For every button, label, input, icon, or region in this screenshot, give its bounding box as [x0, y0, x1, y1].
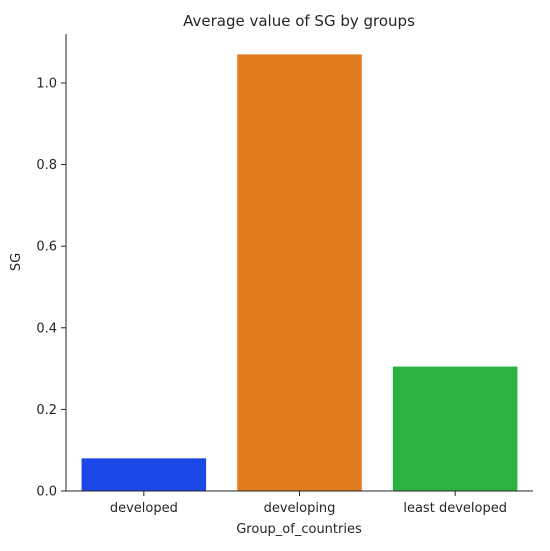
bar-least-developed [392, 366, 518, 491]
x-tick-label: developing [264, 501, 336, 516]
y-axis-title: SG [9, 253, 24, 271]
x-axis-title: Group_of_countries [236, 522, 362, 537]
y-tick-label: 0.6 [36, 240, 57, 255]
bar-developed [81, 458, 207, 491]
x-tick-label: developed [110, 501, 178, 516]
y-tick-label: 0.4 [36, 321, 57, 336]
y-ticks-group: 0.0 0.2 0.4 0.6 0.8 1.0 [36, 76, 66, 500]
y-tick-label: 0.8 [36, 158, 57, 173]
bar-developing [237, 54, 362, 491]
y-tick-label: 1.0 [36, 76, 57, 91]
x-ticks-group: developed developing least developed [110, 491, 507, 516]
y-tick-label: 0.2 [36, 403, 57, 418]
y-tick-label: 0.0 [36, 485, 57, 500]
x-tick-label: least developed [403, 501, 507, 516]
chart-title: Average value of SG by groups [183, 12, 415, 30]
bars-group [81, 54, 518, 491]
